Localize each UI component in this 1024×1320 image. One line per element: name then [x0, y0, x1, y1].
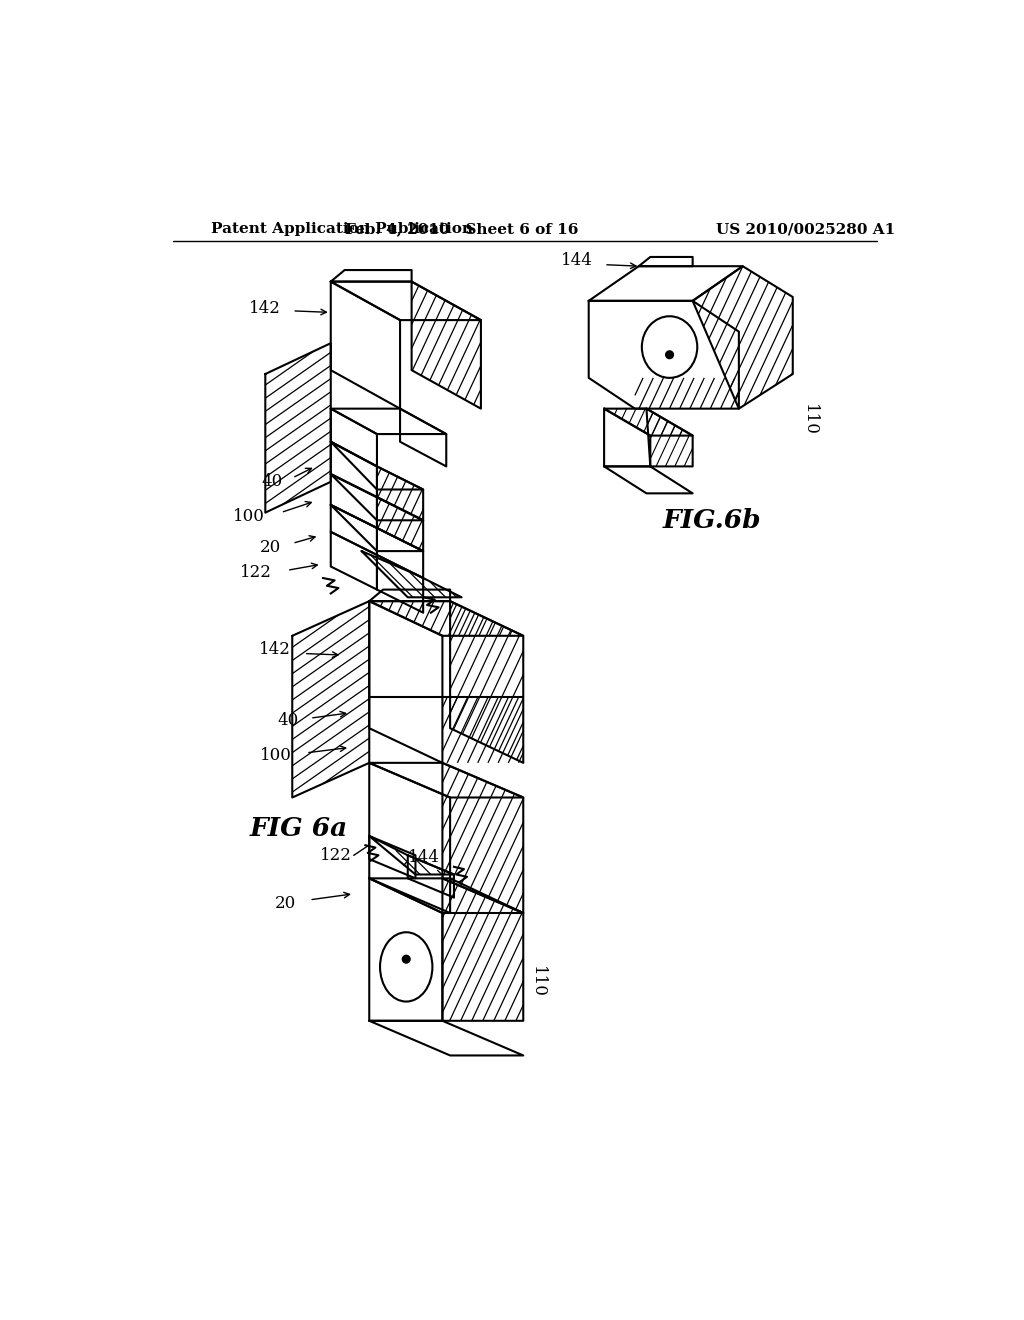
Text: 122: 122 [240, 564, 271, 581]
Text: US 2010/0025280 A1: US 2010/0025280 A1 [716, 222, 895, 236]
Text: 144: 144 [561, 252, 593, 269]
Text: 20: 20 [259, 539, 281, 556]
Text: 100: 100 [233, 508, 265, 525]
Text: 142: 142 [259, 642, 291, 659]
Text: 142: 142 [249, 300, 281, 317]
Text: FIG.6b: FIG.6b [663, 508, 761, 533]
Text: 100: 100 [260, 747, 292, 764]
Circle shape [666, 351, 674, 359]
Text: 40: 40 [278, 711, 298, 729]
Text: Patent Application Publication: Patent Application Publication [211, 222, 473, 236]
Text: FIG 6a: FIG 6a [250, 816, 348, 841]
Text: 40: 40 [261, 474, 283, 490]
Circle shape [402, 956, 410, 964]
Text: 144: 144 [408, 849, 439, 866]
Text: 122: 122 [319, 846, 351, 863]
Text: 110: 110 [528, 966, 546, 998]
Text: Feb. 4, 2010   Sheet 6 of 16: Feb. 4, 2010 Sheet 6 of 16 [345, 222, 579, 236]
Text: 110: 110 [801, 404, 817, 436]
Text: 20: 20 [274, 895, 296, 912]
